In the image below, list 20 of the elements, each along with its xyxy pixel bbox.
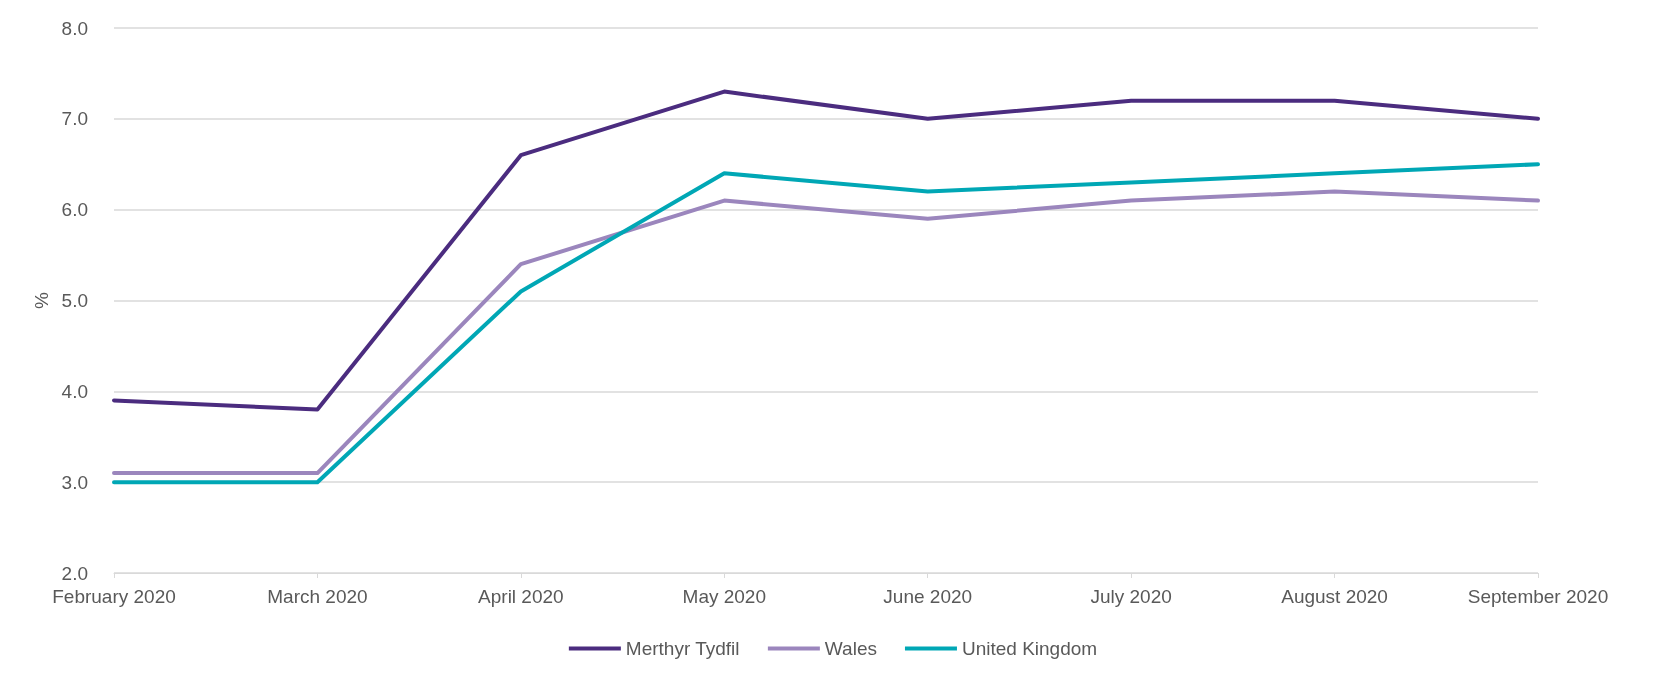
legend-label: United Kingdom — [961, 638, 1098, 659]
line-series — [112, 89, 1540, 412]
legend-label: Wales — [824, 638, 877, 659]
y-tick-label: 6.0 — [61, 199, 88, 221]
y-tick-label: 5.0 — [61, 290, 88, 311]
x-tick-label: August 2020 — [1281, 586, 1388, 607]
legend-label: Merthyr Tydfil — [625, 638, 740, 659]
x-tick-label: September 2020 — [1467, 586, 1609, 607]
x-tick-label: March 2020 — [267, 586, 368, 607]
x-tick-label: February 2020 — [52, 586, 176, 607]
y-tick-label: 8.0 — [61, 17, 88, 39]
x-tick-label: April 2020 — [478, 586, 564, 607]
x-tick-label: July 2020 — [1090, 586, 1172, 607]
y-tick-label: 3.0 — [61, 471, 88, 493]
y-axis-title: % — [30, 291, 52, 309]
y-tick-label: 4.0 — [61, 380, 88, 402]
x-tick-label: May 2020 — [682, 586, 767, 607]
x-tick-label: June 2020 — [883, 586, 973, 607]
y-tick-label: 7.0 — [61, 108, 88, 130]
y-tick-label: 2.0 — [61, 562, 88, 584]
